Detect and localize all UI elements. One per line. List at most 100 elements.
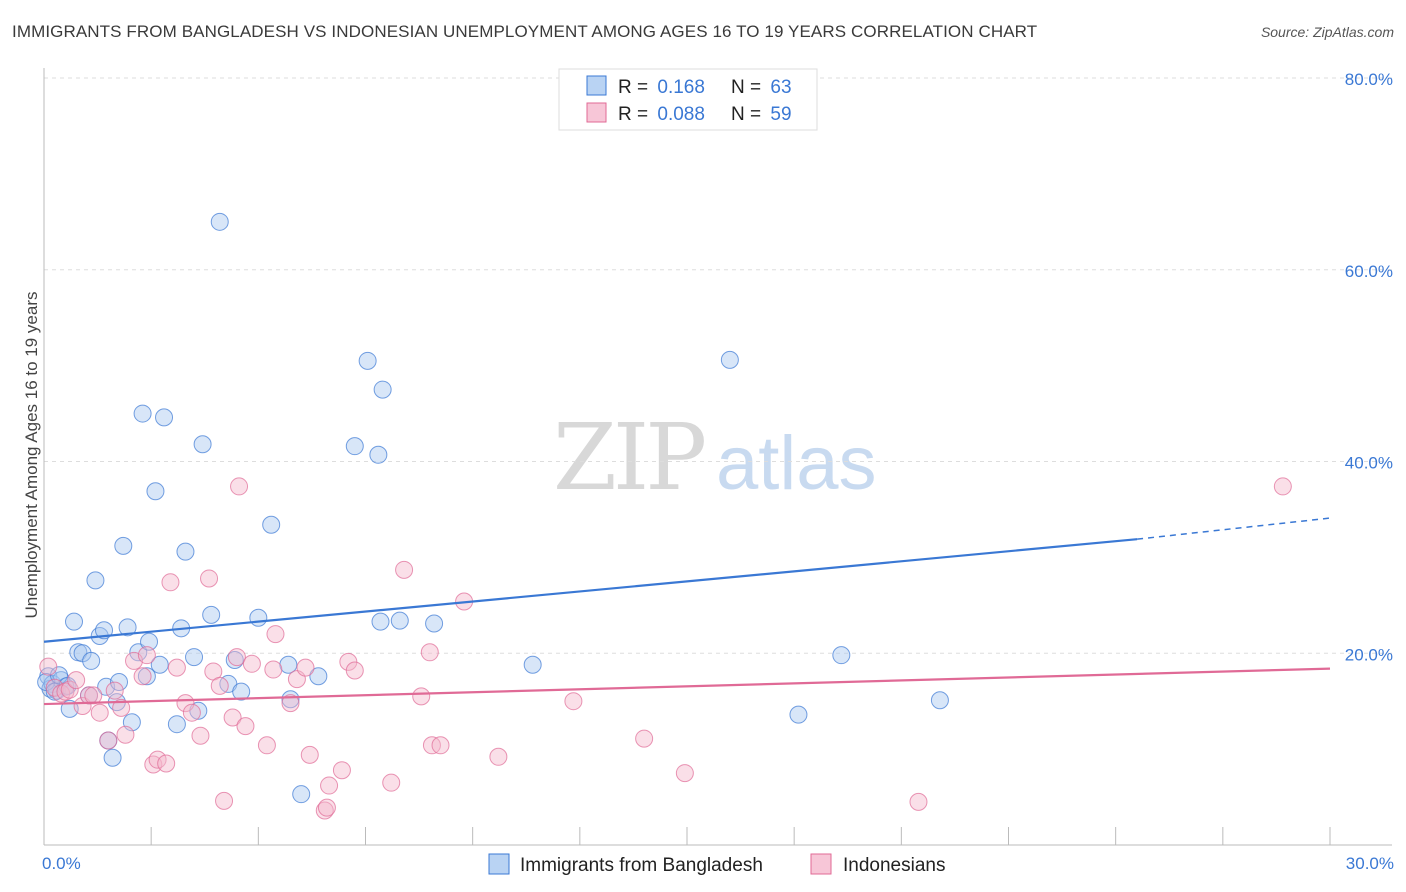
series-0-point [358,351,377,370]
watermark: ZIP atlas [553,404,877,511]
source-credit: Source: ZipAtlas.com [1260,24,1394,40]
series-0-point [210,212,229,231]
series-1-point [395,560,414,579]
series-0-point [114,536,133,555]
stats-r-value-1: 0.168 [657,77,705,98]
series-1-point [137,646,156,665]
series-0-point [140,632,159,651]
series-1-point [242,654,261,673]
series-1-point [210,676,229,695]
series-0-point [193,435,212,454]
y-tick-label-20: 20.0% [1345,645,1393,664]
series-1-point [176,694,195,713]
series-0-point [232,682,251,701]
axes [43,68,1392,846]
y-tick-labels: 20.0% 40.0% 60.0% 80.0% [1345,70,1393,664]
series-0-point [249,608,268,627]
series-0-point [146,482,165,501]
stats-n-label-1: N = [731,77,766,98]
series-1-point [489,747,508,766]
stats-legend: R = 0.168 N = 63 R = 0.088 N = 59 [558,68,818,131]
series-0-point [137,667,156,686]
legend-swatch-indonesians [810,853,832,875]
series-1-point [320,776,339,795]
series-0-point [82,651,101,670]
series-1-point [264,660,283,679]
series-0-point [150,655,169,674]
series-0-point [425,614,444,633]
bottom-legend: Immigrants from Bangladesh Indonesians [488,853,945,876]
series-0-point [167,715,186,734]
series-1-point [317,798,336,817]
series-1-point [84,686,103,705]
series-0-point [720,350,739,369]
series-0-points [37,212,949,804]
stats-r-label-2: R = [618,104,653,125]
series-1-point [116,725,135,744]
series-1-point [182,703,201,722]
series-0-point [185,648,204,667]
series-0-point [390,611,409,630]
series-0-point [832,646,851,665]
series-1-point [73,696,92,715]
series-0-point [202,605,221,624]
series-0-point [65,612,84,631]
series-1-point [909,792,928,811]
series-0-point [155,408,174,427]
series-0-point [373,380,392,399]
series-1-point [167,658,186,677]
series-0-point [789,705,808,724]
series-1-point [148,750,167,769]
y-tick-label-40: 40.0% [1345,454,1393,473]
chart-title: IMMIGRANTS FROM BANGLADESH VS INDONESIAN… [12,22,1038,41]
series-1-point [60,680,79,699]
series-1-point [227,648,246,667]
series-0-point [176,542,195,561]
series-0-point [523,655,542,674]
series-1-point [191,726,210,745]
series-1-point [105,681,124,700]
series-1-point [90,703,109,722]
x-tick-min: 0.0% [42,854,81,873]
series-points [37,212,1292,820]
series-1-point [564,692,583,711]
series-0-point [930,691,949,710]
series-1-point [345,661,364,680]
trend-line-0-projection [1137,517,1331,540]
series-1-point [230,477,249,496]
series-0-point [292,785,311,804]
stats-n-label-2: N = [731,104,766,125]
watermark-atlas: atlas [716,421,877,506]
series-1-point [281,694,300,713]
series-1-point [157,754,176,773]
series-1-point [675,764,694,783]
series-0-point [345,437,364,456]
gridlines [44,77,1392,654]
series-1-points [39,477,1292,820]
series-1-point [296,658,315,677]
series-1-point [223,708,242,727]
y-tick-label-60: 60.0% [1345,262,1393,281]
legend-swatch-bangladesh [488,853,510,875]
series-1-point [215,791,234,810]
series-0-point [371,612,390,631]
series-1-point [161,573,180,592]
y-axis-label: Unemployment Among Ages 16 to 19 years [22,292,41,619]
stats-n-value-2: 59 [770,104,791,125]
series-0-point [262,515,281,534]
series-0-point [110,673,129,692]
series-1-point [99,731,118,750]
series-1-point [200,569,219,588]
stats-swatch-bangladesh [586,75,607,96]
series-0-point [95,621,114,640]
series-0-point [281,690,300,709]
trend-line-0 [43,538,1138,643]
series-0-point [103,748,122,767]
series-1-point [1273,477,1292,496]
series-1-point [635,729,654,748]
trend-line-1 [43,667,1331,706]
series-1-point [300,745,319,764]
series-1-point [266,625,285,644]
series-1-point [420,643,439,662]
